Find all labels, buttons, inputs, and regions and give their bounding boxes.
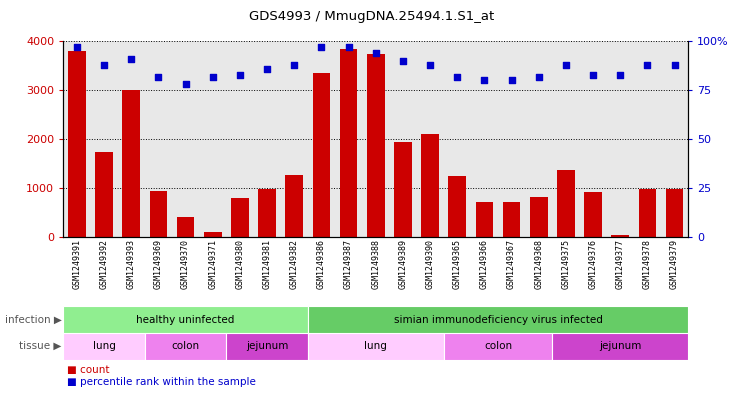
Text: GSM1249365: GSM1249365 xyxy=(453,239,462,289)
Bar xyxy=(666,189,684,237)
Bar xyxy=(145,333,226,360)
Point xyxy=(207,73,219,80)
Bar xyxy=(449,176,466,237)
Text: ■ count: ■ count xyxy=(67,365,109,375)
Bar xyxy=(475,202,493,237)
Bar xyxy=(204,233,222,237)
Point xyxy=(370,50,382,56)
Point xyxy=(669,62,681,68)
Bar xyxy=(150,191,167,237)
Text: GSM1249380: GSM1249380 xyxy=(235,239,244,289)
Point xyxy=(424,62,436,68)
Bar xyxy=(63,333,145,360)
Text: GSM1249391: GSM1249391 xyxy=(72,239,81,289)
Bar xyxy=(340,49,357,237)
Text: tissue ▶: tissue ▶ xyxy=(19,341,62,351)
Bar xyxy=(530,197,548,237)
Text: jejunum: jejunum xyxy=(599,341,641,351)
Bar xyxy=(367,53,385,237)
Bar xyxy=(552,333,688,360)
Text: colon: colon xyxy=(171,341,199,351)
Point xyxy=(478,77,490,84)
Text: GSM1249388: GSM1249388 xyxy=(371,239,380,289)
Text: lung: lung xyxy=(365,341,387,351)
Text: lung: lung xyxy=(92,341,115,351)
Point xyxy=(125,56,137,62)
Text: jejunum: jejunum xyxy=(246,341,288,351)
Text: GSM1249376: GSM1249376 xyxy=(589,239,597,289)
Bar xyxy=(394,142,411,237)
Bar xyxy=(63,306,308,333)
Point xyxy=(560,62,572,68)
Text: GSM1249389: GSM1249389 xyxy=(398,239,408,289)
Bar xyxy=(68,51,86,237)
Bar xyxy=(638,189,656,237)
Text: GSM1249370: GSM1249370 xyxy=(181,239,190,289)
Bar xyxy=(312,73,330,237)
Point xyxy=(179,81,191,88)
Point xyxy=(98,62,110,68)
Bar xyxy=(95,152,113,237)
Point xyxy=(71,44,83,50)
Point xyxy=(153,73,164,80)
Text: GSM1249379: GSM1249379 xyxy=(670,239,679,289)
Bar xyxy=(308,306,688,333)
Bar xyxy=(258,189,276,237)
Text: GSM1249387: GSM1249387 xyxy=(344,239,353,289)
Bar xyxy=(231,198,248,237)
Text: colon: colon xyxy=(484,341,512,351)
Point xyxy=(397,58,409,64)
Text: GSM1249381: GSM1249381 xyxy=(263,239,272,289)
Bar xyxy=(612,235,629,237)
Bar xyxy=(503,202,520,237)
Text: GSM1249368: GSM1249368 xyxy=(534,239,543,289)
Text: infection ▶: infection ▶ xyxy=(5,314,62,325)
Bar xyxy=(226,333,308,360)
Text: GSM1249375: GSM1249375 xyxy=(562,239,571,289)
Text: GDS4993 / MmugDNA.25494.1.S1_at: GDS4993 / MmugDNA.25494.1.S1_at xyxy=(249,10,495,23)
Text: GSM1249371: GSM1249371 xyxy=(208,239,217,289)
Point xyxy=(533,73,545,80)
Text: GSM1249392: GSM1249392 xyxy=(100,239,109,289)
Bar xyxy=(443,333,552,360)
Text: GSM1249366: GSM1249366 xyxy=(480,239,489,289)
Bar xyxy=(421,134,439,237)
Bar xyxy=(286,174,303,237)
Text: GSM1249377: GSM1249377 xyxy=(616,239,625,289)
Point xyxy=(506,77,518,84)
Bar xyxy=(122,90,140,237)
Text: GSM1249378: GSM1249378 xyxy=(643,239,652,289)
Point xyxy=(315,44,327,50)
Text: healthy uninfected: healthy uninfected xyxy=(136,314,234,325)
Point xyxy=(342,44,354,50)
Text: GSM1249369: GSM1249369 xyxy=(154,239,163,289)
Text: GSM1249382: GSM1249382 xyxy=(289,239,298,289)
Text: ■ percentile rank within the sample: ■ percentile rank within the sample xyxy=(67,377,256,387)
Point xyxy=(261,66,273,72)
Point xyxy=(641,62,653,68)
Text: GSM1249367: GSM1249367 xyxy=(507,239,516,289)
Point xyxy=(288,62,300,68)
Point xyxy=(234,72,246,78)
Bar xyxy=(308,333,443,360)
Point xyxy=(587,72,599,78)
Point xyxy=(615,72,626,78)
Bar xyxy=(176,217,194,237)
Bar xyxy=(557,170,575,237)
Text: GSM1249393: GSM1249393 xyxy=(126,239,135,289)
Text: simian immunodeficiency virus infected: simian immunodeficiency virus infected xyxy=(394,314,603,325)
Text: GSM1249390: GSM1249390 xyxy=(426,239,434,289)
Bar xyxy=(584,192,602,237)
Text: GSM1249386: GSM1249386 xyxy=(317,239,326,289)
Point xyxy=(452,73,464,80)
